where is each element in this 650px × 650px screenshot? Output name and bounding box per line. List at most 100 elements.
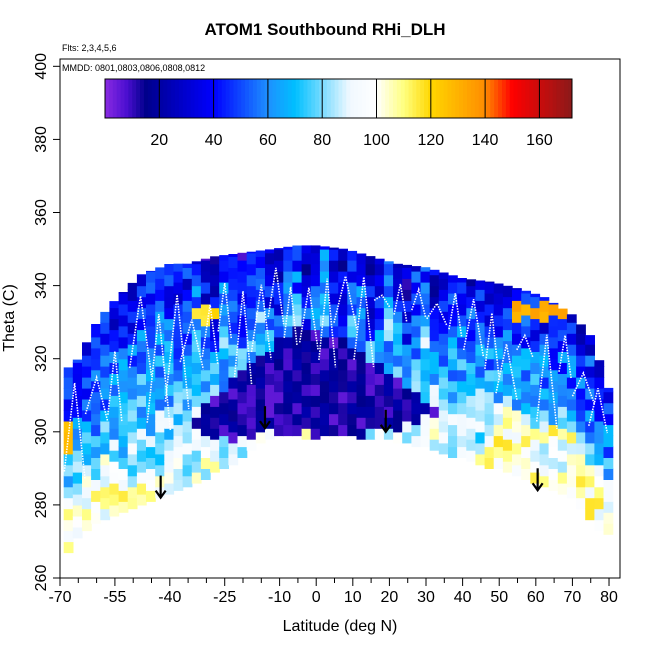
rhi-cell <box>191 329 202 342</box>
colorbar-swatch <box>252 79 258 118</box>
rhi-cell <box>82 431 92 444</box>
rhi-cell <box>603 457 614 469</box>
rhi-cell <box>146 490 156 502</box>
rhi-cell <box>200 292 211 305</box>
rhi-cell <box>539 475 550 488</box>
rhi-cell <box>585 464 595 477</box>
rhi-cell <box>255 387 266 400</box>
colorbar-swatch <box>494 79 499 118</box>
rhi-cell <box>219 402 229 415</box>
rhi-cell <box>164 340 175 352</box>
rhi-cell <box>356 307 367 320</box>
rhi-cell <box>347 250 358 261</box>
rhi-cell <box>319 413 330 426</box>
rhi-cell <box>146 271 156 283</box>
colorbar-tick-label: 80 <box>313 132 331 149</box>
flight-profile <box>217 282 233 339</box>
rhi-cell <box>82 508 92 521</box>
rhi-cell <box>255 322 266 334</box>
rhi-cell <box>530 318 541 331</box>
colorbar-swatch <box>291 79 297 118</box>
rhi-cell <box>512 333 522 345</box>
rhi-cell <box>475 280 486 290</box>
rhi-cell <box>255 267 266 279</box>
rhi-cell <box>91 468 101 480</box>
rhi-cell <box>200 391 211 404</box>
colorbar-swatch <box>412 79 417 118</box>
rhi-cell <box>155 398 165 411</box>
rhi-cell <box>228 409 239 422</box>
rhi-cell <box>475 366 486 378</box>
colorbar-swatch <box>420 79 425 118</box>
rhi-cell <box>402 409 412 422</box>
flights-subtitle: Flts: 2,3,4,5,6 <box>62 43 117 53</box>
rhi-cell <box>365 318 376 331</box>
rhi-cell <box>301 263 312 276</box>
rhi-cell <box>72 373 83 385</box>
rhi-cell <box>310 285 321 298</box>
rhi-cell <box>182 344 193 356</box>
rhi-cell <box>402 322 412 334</box>
rhi-cell <box>237 271 248 283</box>
colorbar-swatch <box>206 79 211 118</box>
rhi-cell <box>219 347 229 360</box>
rhi-cell <box>301 252 312 265</box>
rhi-cell <box>164 417 175 429</box>
rhi-cell <box>393 366 403 378</box>
rhi-cell <box>255 355 266 367</box>
rhi-cell <box>319 424 330 437</box>
rhi-cell <box>100 431 111 444</box>
rhi-cell <box>566 377 577 389</box>
rhi-cell <box>585 377 595 389</box>
y-tick-label: 300 <box>33 418 50 445</box>
colorbar-swatch <box>369 79 375 118</box>
rhi-cell <box>548 303 559 316</box>
y-axis-label: Theta (C) <box>1 284 18 352</box>
rhi-cell <box>118 358 129 371</box>
rhi-cell <box>237 347 248 360</box>
rhi-cell <box>530 428 541 440</box>
rhi-cell <box>448 369 458 382</box>
rhi-cell <box>136 417 147 429</box>
rhi-cell <box>255 398 266 411</box>
flight-profile <box>164 294 190 410</box>
rhi-cell <box>173 336 184 349</box>
rhi-cell <box>91 424 101 437</box>
rhi-cell <box>539 311 550 323</box>
rhi-cell <box>356 373 367 385</box>
rhi-cell <box>603 446 614 458</box>
rhi-cell <box>164 318 175 331</box>
rhi-cell <box>557 362 568 374</box>
rhi-cell <box>310 417 321 429</box>
rhi-cell <box>585 431 595 444</box>
colorbar: 20 40 60 80 100 120 140 160 <box>104 78 573 149</box>
rhi-cell <box>383 362 394 374</box>
rhi-cell <box>219 260 229 272</box>
rhi-cell <box>63 367 74 378</box>
rhi-cell <box>292 245 303 250</box>
rhi-cell <box>91 446 101 458</box>
rhi-cell <box>585 335 595 345</box>
rhi-cell <box>246 439 257 451</box>
rhi-cell <box>237 369 248 382</box>
rhi-cell <box>329 271 339 283</box>
rhi-cell <box>127 387 138 400</box>
rhi-cell <box>566 344 577 356</box>
x-axis-label: Latitude (deg N) <box>283 618 398 635</box>
rhi-cell <box>191 285 202 298</box>
rhi-cell <box>191 373 202 385</box>
rhi-cell <box>356 417 367 429</box>
rhi-cell <box>466 329 477 342</box>
rhi-cell <box>603 512 614 524</box>
rhi-cell <box>493 413 504 426</box>
rhi-cell <box>91 391 101 404</box>
rhi-cell <box>383 384 394 396</box>
colorbar-swatch <box>108 79 114 118</box>
rhi-cell <box>484 314 495 327</box>
rhi-cell <box>228 322 239 334</box>
rhi-cell <box>283 369 294 382</box>
rhi-cell <box>383 274 394 287</box>
rhi-cell <box>100 355 111 367</box>
rhi-cell <box>347 380 358 393</box>
